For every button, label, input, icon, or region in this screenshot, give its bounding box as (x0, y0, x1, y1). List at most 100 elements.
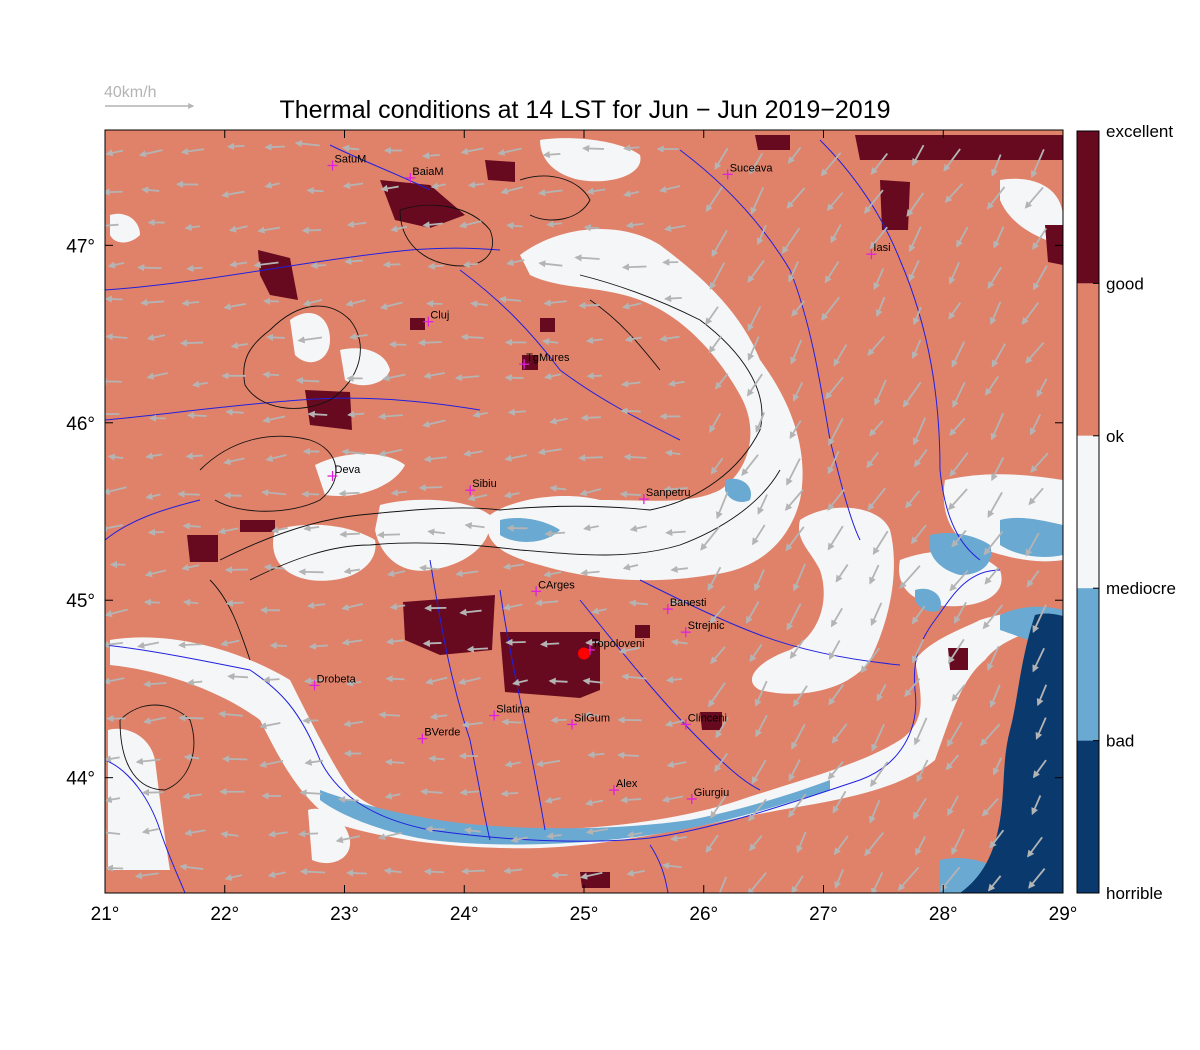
wind-arrow (428, 755, 445, 763)
wind-arrow (271, 526, 288, 534)
wind-arrow (463, 826, 481, 835)
wind-arrow (951, 828, 965, 856)
wind-arrow (549, 484, 567, 493)
wind-arrow (540, 640, 560, 648)
wind-arrow (295, 376, 320, 385)
wind-arrow (781, 227, 801, 254)
wind-arrow (341, 603, 364, 611)
wind-arrow (178, 641, 202, 649)
wind-arrow (418, 484, 443, 492)
wind-arrow (1028, 487, 1044, 506)
wind-arrow (105, 223, 119, 227)
wind-arrow (786, 603, 802, 631)
wind-arrow (981, 797, 999, 817)
wind-arrow (790, 339, 803, 365)
city-label: Cluj (430, 310, 449, 322)
bad-region (960, 613, 1063, 893)
wind-arrow (912, 306, 922, 326)
wind-arrow (824, 261, 840, 284)
wind-arrow (338, 489, 360, 498)
wind-arrow (503, 491, 520, 499)
wind-arrow (297, 830, 319, 838)
wind-arrow (380, 184, 399, 192)
wind-arrow (951, 341, 966, 368)
wind-arrow (1032, 647, 1045, 673)
wind-arrow (1025, 532, 1040, 557)
wind-arrow (948, 261, 960, 285)
wind-arrow (792, 381, 804, 402)
wind-arrow (510, 835, 528, 844)
wind-arrow (390, 489, 407, 497)
wind-arrow (184, 223, 201, 231)
wind-arrow (306, 187, 324, 195)
wind-arrow (464, 522, 485, 530)
wind-arrow (541, 338, 559, 346)
wind-arrow (179, 863, 204, 871)
city-marker: Giurgiu (686, 787, 729, 804)
colorbar-segment (1077, 740, 1099, 893)
wind-arrow (664, 719, 684, 728)
wind-arrow (745, 601, 760, 624)
wind-arrow (747, 872, 767, 893)
wind-arrow (943, 148, 961, 172)
wind-arrow (345, 869, 367, 877)
wind-arrow (105, 524, 123, 532)
wind-arrow (986, 186, 1006, 210)
city-marker: Suceava (722, 162, 773, 180)
wind-arrow (827, 761, 844, 780)
wind-arrow (267, 871, 286, 879)
y-tick-label: 44° (66, 769, 95, 790)
wind-arrow (344, 257, 363, 265)
wind-arrow (945, 754, 960, 771)
wind-arrow (182, 598, 199, 607)
x-axis: 21° 22° 23° 24° 25° 26° 27° 28° 29° (91, 130, 1077, 925)
wind-arrow (303, 524, 320, 532)
wind-arrow (230, 342, 248, 350)
wind-arrow (498, 295, 522, 304)
wind-arrow (545, 832, 563, 840)
wind-arrow (221, 190, 245, 198)
wind-arrow (538, 260, 563, 268)
wind-arrow (629, 524, 647, 532)
wind-arrow (709, 262, 726, 290)
wind-arrow (426, 300, 443, 308)
wind-arrow (788, 261, 799, 283)
wind-arrow (991, 457, 1005, 482)
wind-arrow (227, 672, 248, 681)
x-tick-label: 21° (91, 904, 120, 925)
wind-arrow (191, 380, 208, 388)
wind-arrow (419, 564, 439, 572)
wind-arrow (1027, 836, 1043, 858)
wind-arrow (506, 258, 525, 266)
wind-arrow (1028, 868, 1046, 889)
wind-arrow (875, 296, 886, 318)
wind-arrow (466, 645, 488, 653)
wind-arrow (1031, 795, 1042, 816)
wind-arrow (747, 306, 762, 332)
wind-arrow (105, 333, 128, 341)
wind-arrow (869, 564, 880, 585)
wind-arrow (343, 720, 364, 728)
colorbar-label: ok (1106, 427, 1124, 446)
wind-arrow (500, 789, 519, 798)
wind-arrow (944, 183, 964, 203)
wind-arrow (749, 643, 763, 663)
wind-arrow (308, 642, 328, 650)
wind-arrow (871, 724, 885, 752)
wind-arrow (472, 410, 488, 419)
wind-arrow (105, 640, 124, 649)
wind-arrow (267, 830, 288, 838)
wind-arrow (420, 788, 443, 796)
colorbar-label: excellent (1106, 122, 1173, 141)
wind-arrow (789, 420, 802, 440)
wind-arrow (543, 570, 562, 578)
city-marker: TgMures (519, 352, 570, 370)
wind-arrow (579, 488, 602, 497)
wind-arrow (467, 494, 488, 502)
wind-arrow (459, 220, 482, 229)
wind-arrow (544, 796, 561, 804)
wind-arrow (144, 569, 167, 578)
ok-regions (108, 138, 1063, 870)
city-marker: BVerde (417, 727, 460, 744)
wind-arrow (134, 872, 159, 880)
